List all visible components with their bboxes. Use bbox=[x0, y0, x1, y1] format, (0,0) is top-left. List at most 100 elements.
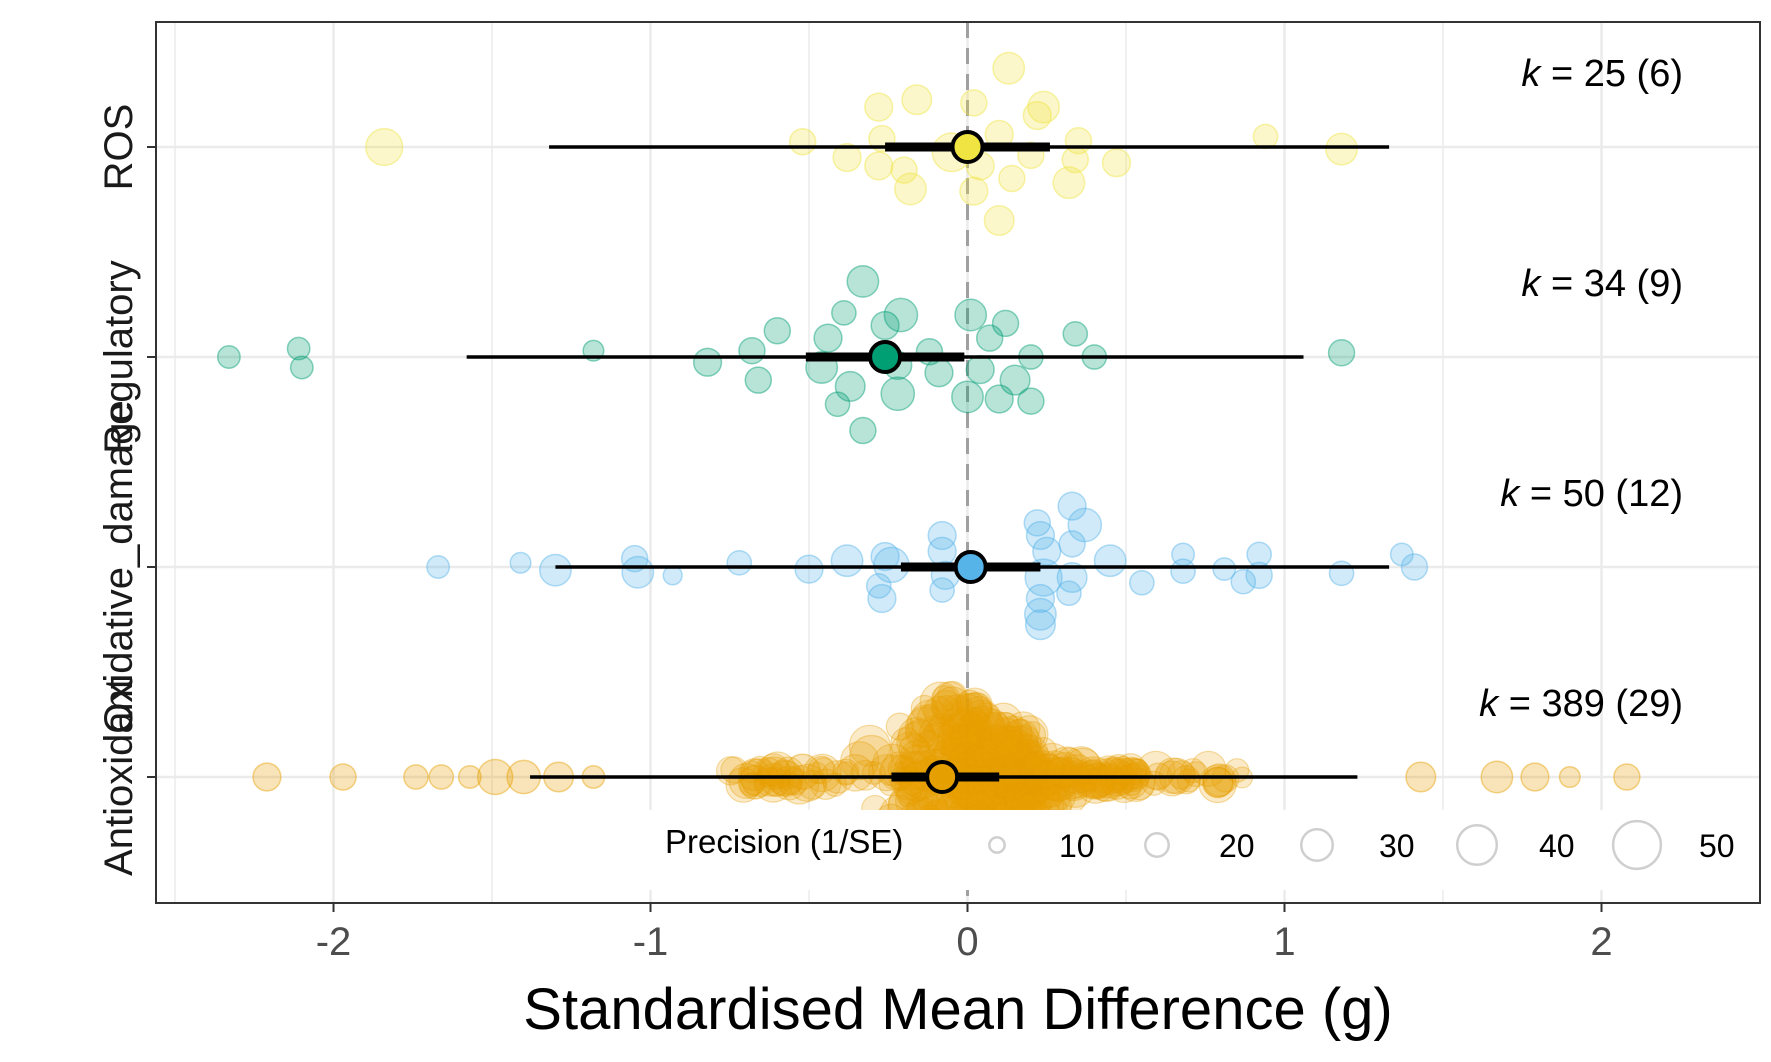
effect-size-point bbox=[989, 725, 1026, 762]
effect-size-point bbox=[963, 724, 1001, 762]
effect-size-point bbox=[1136, 750, 1176, 790]
effect-size-point bbox=[1198, 764, 1237, 804]
effect-size-point bbox=[968, 708, 1012, 752]
effect-size-point bbox=[946, 710, 985, 750]
effect-size-point bbox=[1000, 773, 1030, 803]
effect-size-point bbox=[1061, 746, 1101, 785]
legend-size-label: 10 bbox=[1059, 828, 1095, 864]
effect-size-point bbox=[538, 553, 572, 587]
effect-size-point bbox=[1093, 544, 1127, 578]
effect-size-point bbox=[1013, 742, 1045, 774]
effect-size-point bbox=[1202, 763, 1237, 797]
effect-size-point bbox=[1004, 752, 1034, 783]
effect-size-point bbox=[979, 724, 1013, 758]
effect-size-point bbox=[1008, 739, 1052, 782]
effect-size-point bbox=[1480, 760, 1514, 794]
legend-size-key bbox=[1144, 832, 1170, 858]
effect-size-point bbox=[924, 358, 954, 388]
effect-size-point bbox=[1024, 609, 1056, 641]
effect-size-point bbox=[949, 724, 980, 755]
effect-size-point bbox=[1055, 747, 1084, 776]
effect-size-point bbox=[1098, 756, 1133, 792]
effect-size-point bbox=[1246, 541, 1272, 568]
effect-size-point bbox=[1030, 736, 1058, 765]
effect-size-point bbox=[904, 706, 946, 748]
effect-size-point bbox=[781, 767, 810, 796]
effect-size-point bbox=[962, 744, 990, 772]
effect-size-point bbox=[984, 384, 1014, 414]
effect-size-point bbox=[947, 721, 980, 754]
effect-size-point bbox=[289, 355, 314, 380]
legend-size-label: 40 bbox=[1539, 828, 1575, 864]
effect-size-point bbox=[906, 704, 946, 744]
effect-size-point bbox=[1025, 520, 1056, 551]
effect-size-point bbox=[1114, 757, 1148, 791]
effect-size-point bbox=[942, 694, 971, 723]
effect-size-point bbox=[737, 764, 773, 800]
effect-size-point bbox=[885, 712, 914, 741]
effect-size-point bbox=[923, 695, 955, 727]
effect-size-point bbox=[1129, 569, 1155, 596]
effect-size-point bbox=[1002, 749, 1044, 790]
effect-size-point bbox=[779, 765, 820, 805]
effect-size-point bbox=[1027, 90, 1061, 124]
effect-size-point bbox=[951, 713, 993, 755]
effect-size-point bbox=[944, 693, 990, 739]
effect-size-point bbox=[1252, 123, 1279, 150]
effect-size-point bbox=[1520, 762, 1550, 792]
effect-size-point bbox=[1025, 583, 1056, 614]
effect-size-point bbox=[1003, 749, 1046, 793]
legend-size-label: 50 bbox=[1699, 828, 1735, 864]
effect-size-point bbox=[937, 680, 968, 712]
effect-size-point bbox=[937, 715, 983, 760]
effect-size-point bbox=[1120, 774, 1143, 796]
effect-size-point bbox=[753, 756, 784, 788]
effect-size-point bbox=[949, 692, 994, 737]
effect-size-point bbox=[919, 681, 962, 724]
effect-size-point bbox=[940, 728, 982, 769]
effect-size-point bbox=[975, 324, 1004, 352]
effect-size-point bbox=[980, 732, 1022, 773]
x-tick-label: -2 bbox=[316, 920, 352, 964]
effect-size-point bbox=[1038, 750, 1072, 784]
effect-size-point bbox=[1030, 753, 1066, 788]
effect-size-point bbox=[846, 264, 880, 298]
effect-size-point bbox=[621, 555, 655, 589]
effect-size-point bbox=[992, 711, 1020, 739]
legend-keys: 10 20 30 40 50 bbox=[988, 819, 1735, 871]
effect-size-point bbox=[1030, 761, 1066, 797]
effect-size-point bbox=[457, 765, 482, 789]
effect-size-point bbox=[958, 717, 992, 751]
x-tick-label: 1 bbox=[1273, 920, 1295, 964]
effect-size-point bbox=[959, 699, 1003, 743]
effect-size-point bbox=[1022, 100, 1052, 131]
effect-size-point bbox=[1005, 711, 1041, 747]
effect-size-point bbox=[216, 345, 241, 369]
effect-size-point bbox=[897, 716, 936, 755]
effect-size-point bbox=[771, 765, 807, 801]
effect-size-point bbox=[802, 753, 842, 793]
effect-size-point bbox=[836, 754, 875, 792]
effect-size-point bbox=[824, 391, 851, 418]
effect-size-point bbox=[952, 733, 985, 766]
effect-size-point bbox=[1006, 719, 1033, 746]
effect-size-point bbox=[620, 544, 649, 573]
effect-size-point bbox=[832, 142, 862, 173]
effect-size-point bbox=[822, 772, 848, 797]
effect-size-point bbox=[1087, 762, 1127, 803]
effect-size-point bbox=[753, 763, 794, 803]
effect-size-point bbox=[1202, 766, 1234, 798]
effect-size-point bbox=[867, 583, 897, 614]
effect-size-point bbox=[1023, 509, 1051, 537]
effect-size-point bbox=[329, 763, 357, 791]
effect-size-point bbox=[930, 689, 963, 722]
effect-size-point bbox=[918, 714, 955, 751]
effect-size-point bbox=[1125, 761, 1149, 785]
effect-size-point bbox=[940, 707, 972, 740]
effect-size-point bbox=[977, 727, 1023, 773]
effect-size-point bbox=[1081, 767, 1113, 799]
effect-size-point bbox=[1099, 756, 1124, 782]
effect-size-point bbox=[931, 685, 958, 712]
effect-size-point bbox=[910, 694, 939, 723]
effect-size-point bbox=[942, 731, 974, 762]
